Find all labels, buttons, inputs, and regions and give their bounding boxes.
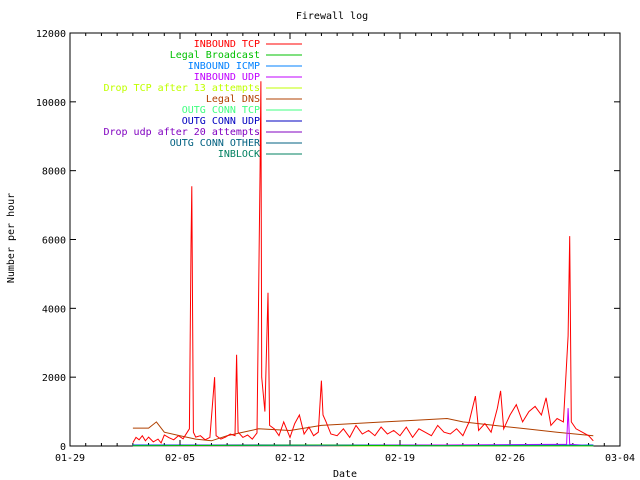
- plot-frame: [69, 32, 621, 447]
- legend-label: INBLOCK: [218, 149, 260, 160]
- y-tick-label: 4000: [42, 304, 66, 315]
- y-tick-label: 6000: [42, 236, 66, 247]
- y-tick-label: 12000: [36, 29, 66, 40]
- legend-label: OUTG CONN OTHER: [170, 138, 261, 149]
- x-tick-label: 03-04: [605, 453, 635, 464]
- x-axis-label: Date: [333, 469, 357, 480]
- x-axis: 01-29 02-05 02-12 02-19 02-26 03-04: [55, 33, 635, 464]
- legend-label: INBOUND UDP: [194, 72, 260, 83]
- x-tick-label: 02-12: [275, 453, 305, 464]
- x-tick-label: 01-29: [55, 453, 85, 464]
- series-line-legal-broadcast: [132, 444, 594, 447]
- legend-label: Legal Broadcast: [170, 50, 260, 61]
- legend-label: OUTG CONN TCP: [182, 105, 260, 116]
- y-axis: 0 2000 4000 6000 8000 10000 12000: [36, 29, 620, 453]
- y-axis-label: Number per hour: [6, 193, 17, 283]
- x-tick-label: 02-05: [165, 453, 195, 464]
- legend-label: Legal DNS: [206, 94, 260, 105]
- legend-label: OUTG CONN UDP: [182, 116, 260, 127]
- legend-label: INBOUND ICMP: [188, 61, 260, 72]
- x-tick-label: 02-26: [495, 453, 525, 464]
- y-tick-label: 2000: [42, 373, 66, 384]
- chart-title: Firewall log: [296, 11, 368, 22]
- y-tick-label: 10000: [36, 98, 66, 109]
- legend-label: Drop udp after 20 attempts: [103, 127, 260, 138]
- legend-label: INBOUND TCP: [194, 39, 260, 50]
- series-layer: [132, 81, 594, 447]
- x-tick-label: 02-19: [385, 453, 415, 464]
- y-tick-label: 0: [60, 442, 66, 453]
- series-line-inbound-tcp: [132, 81, 594, 444]
- y-tick-label: 8000: [42, 167, 66, 178]
- legend-label: Drop TCP after 13 attempts: [103, 83, 260, 94]
